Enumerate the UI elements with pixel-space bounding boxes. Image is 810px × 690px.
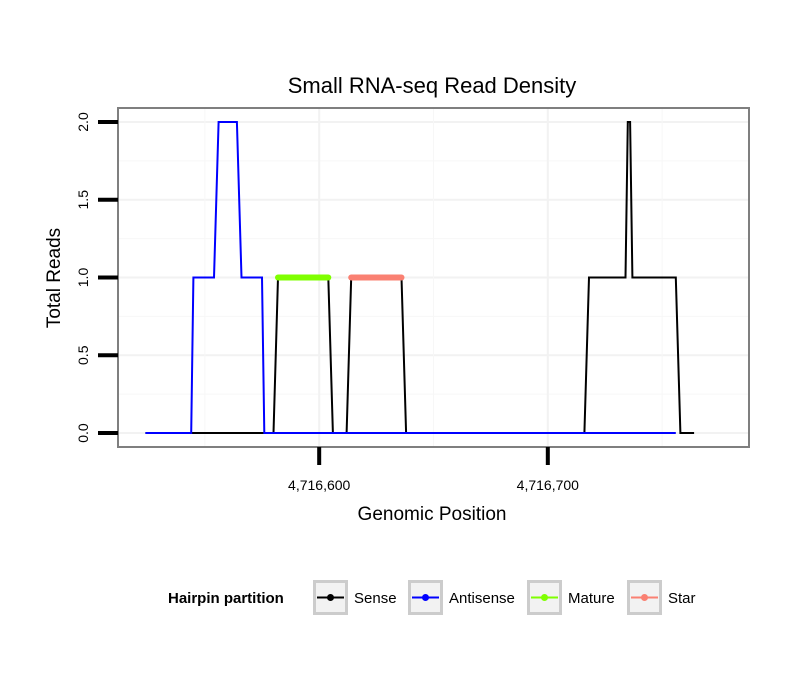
legend-key-point xyxy=(541,594,548,601)
y-tick-label: 1.0 xyxy=(75,268,91,288)
legend-label: Sense xyxy=(354,590,397,607)
data-series xyxy=(145,121,695,434)
legend: Hairpin partition Sense Antisense Mature St… xyxy=(168,580,696,615)
legend-entry-antisense: Antisense xyxy=(408,580,515,615)
series-line-sense xyxy=(145,121,695,434)
y-tick-label: 2.0 xyxy=(75,112,91,132)
series-line-antisense xyxy=(145,121,676,434)
legend-key-point xyxy=(641,594,648,601)
y-axis: 0.0 0.5 1.0 1.5 2.0 xyxy=(75,112,118,443)
legend-entry-mature: Mature xyxy=(527,580,615,615)
x-tick-label: 4,716,600 xyxy=(288,477,350,493)
chart-title: Small RNA-seq Read Density xyxy=(288,73,577,98)
y-tick-label: 1.5 xyxy=(75,190,91,210)
legend-label: Antisense xyxy=(449,590,515,607)
x-axis-title: Genomic Position xyxy=(358,504,507,525)
legend-label: Star xyxy=(668,590,696,607)
legend-title: Hairpin partition xyxy=(168,590,284,607)
y-axis-title: Total Reads xyxy=(44,228,65,328)
legend-key-point xyxy=(422,594,429,601)
legend-key-point xyxy=(327,594,334,601)
x-tick-label: 4,716,700 xyxy=(517,477,579,493)
legend-entry-star: Star xyxy=(627,580,696,615)
y-tick-label: 0.0 xyxy=(75,423,91,443)
x-axis: 4,716,600 4,716,700 xyxy=(288,447,579,493)
legend-label: Mature xyxy=(568,590,615,607)
plot-panel xyxy=(117,107,750,448)
legend-entry-sense: Sense xyxy=(313,580,397,615)
y-tick-label: 0.5 xyxy=(75,345,91,365)
legend-key xyxy=(527,580,562,615)
